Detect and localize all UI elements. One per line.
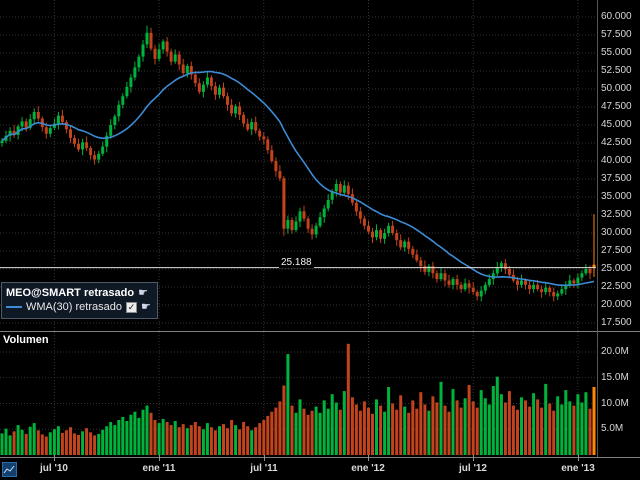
x-axis-label: jul '12 [459, 463, 487, 474]
x-axis-tick [159, 455, 160, 461]
hand-cursor-icon[interactable]: ☛ [138, 286, 148, 299]
volume-chart-canvas[interactable] [0, 332, 597, 457]
volume-axis-label: 15.0M [601, 372, 629, 383]
price-axis-label: 27.500 [601, 245, 632, 256]
price-axis-label: 25.000 [601, 263, 632, 274]
price-axis-label: 32.500 [601, 209, 632, 220]
x-axis-label: jul '10 [40, 463, 68, 474]
price-axis-label: 52.500 [601, 65, 632, 76]
volume-axis-label: 20.0M [601, 346, 629, 357]
price-axis-label: 47.500 [601, 101, 632, 112]
x-axis-label: ene '13 [561, 463, 595, 474]
last-price-label: 25.188 [279, 257, 314, 268]
chart-logo-icon[interactable] [2, 462, 17, 477]
price-axis-label: 60.000 [601, 11, 632, 22]
price-axis-label: 35.000 [601, 191, 632, 202]
hand-cursor-icon[interactable]: ☛ [140, 300, 151, 313]
price-axis-label: 40.000 [601, 155, 632, 166]
x-axis-label: ene '12 [351, 463, 385, 474]
legend-wma-row: WMA(30) retrasado ✓ ☛ [6, 300, 151, 314]
symbol-label: MEO@SMART retrasado [6, 287, 135, 299]
wma-label: WMA(30) retrasado [26, 301, 122, 313]
price-axis-label: 30.000 [601, 227, 632, 238]
legend-symbol-row: MEO@SMART retrasado ☛ [6, 286, 151, 300]
x-axis-label: jul '11 [250, 463, 278, 474]
price-chart-canvas[interactable] [0, 0, 597, 332]
x-axis-tick [54, 455, 55, 461]
legend-overlay: MEO@SMART retrasado ☛ WMA(30) retrasado … [1, 282, 158, 319]
price-axis-label: 17.500 [601, 317, 632, 328]
price-axis-label: 22.500 [601, 281, 632, 292]
x-axis-tick [473, 455, 474, 461]
volume-axis-label: 10.0M [601, 398, 629, 409]
price-axis-label: 45.000 [601, 119, 632, 130]
price-axis-label: 57.500 [601, 29, 632, 40]
volume-panel-title: Volumen [3, 334, 49, 346]
x-axis-tick [264, 455, 265, 461]
price-axis-label: 50.000 [601, 83, 632, 94]
price-axis-label: 55.000 [601, 47, 632, 58]
price-axis-label: 20.000 [601, 299, 632, 310]
wma-line-swatch [6, 306, 22, 308]
x-axis-tick [368, 455, 369, 461]
price-axis-separator [597, 0, 598, 457]
x-axis-label: ene '11 [142, 463, 176, 474]
wma-visibility-checkbox[interactable]: ✓ [125, 301, 137, 313]
volume-axis-label: 5.0M [601, 423, 624, 434]
pane-separator-top[interactable] [0, 331, 640, 332]
x-axis-tick [578, 455, 579, 461]
mini-chart-glyph [3, 465, 15, 474]
pane-separator-bottom [0, 457, 640, 458]
price-axis-label: 42.500 [601, 137, 632, 148]
price-axis-label: 37.500 [601, 173, 632, 184]
